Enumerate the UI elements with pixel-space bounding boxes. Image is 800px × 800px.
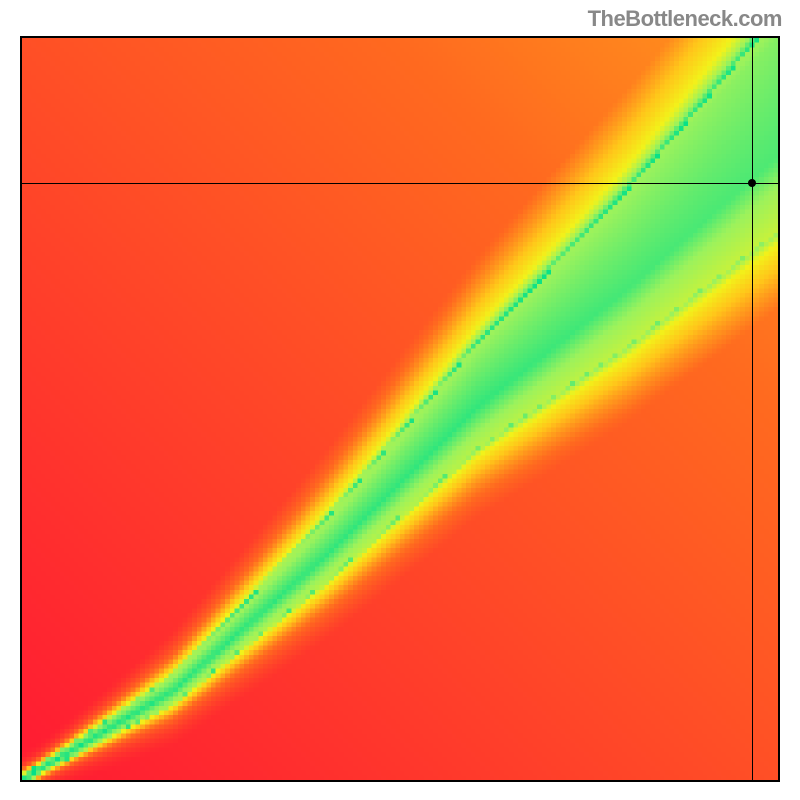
bottleneck-heatmap-plot <box>20 36 780 782</box>
heatmap-canvas <box>22 38 778 780</box>
crosshair-marker <box>748 179 756 187</box>
crosshair-horizontal-line <box>22 183 778 184</box>
watermark-text: TheBottleneck.com <box>588 6 782 32</box>
crosshair-vertical-line <box>752 38 753 780</box>
